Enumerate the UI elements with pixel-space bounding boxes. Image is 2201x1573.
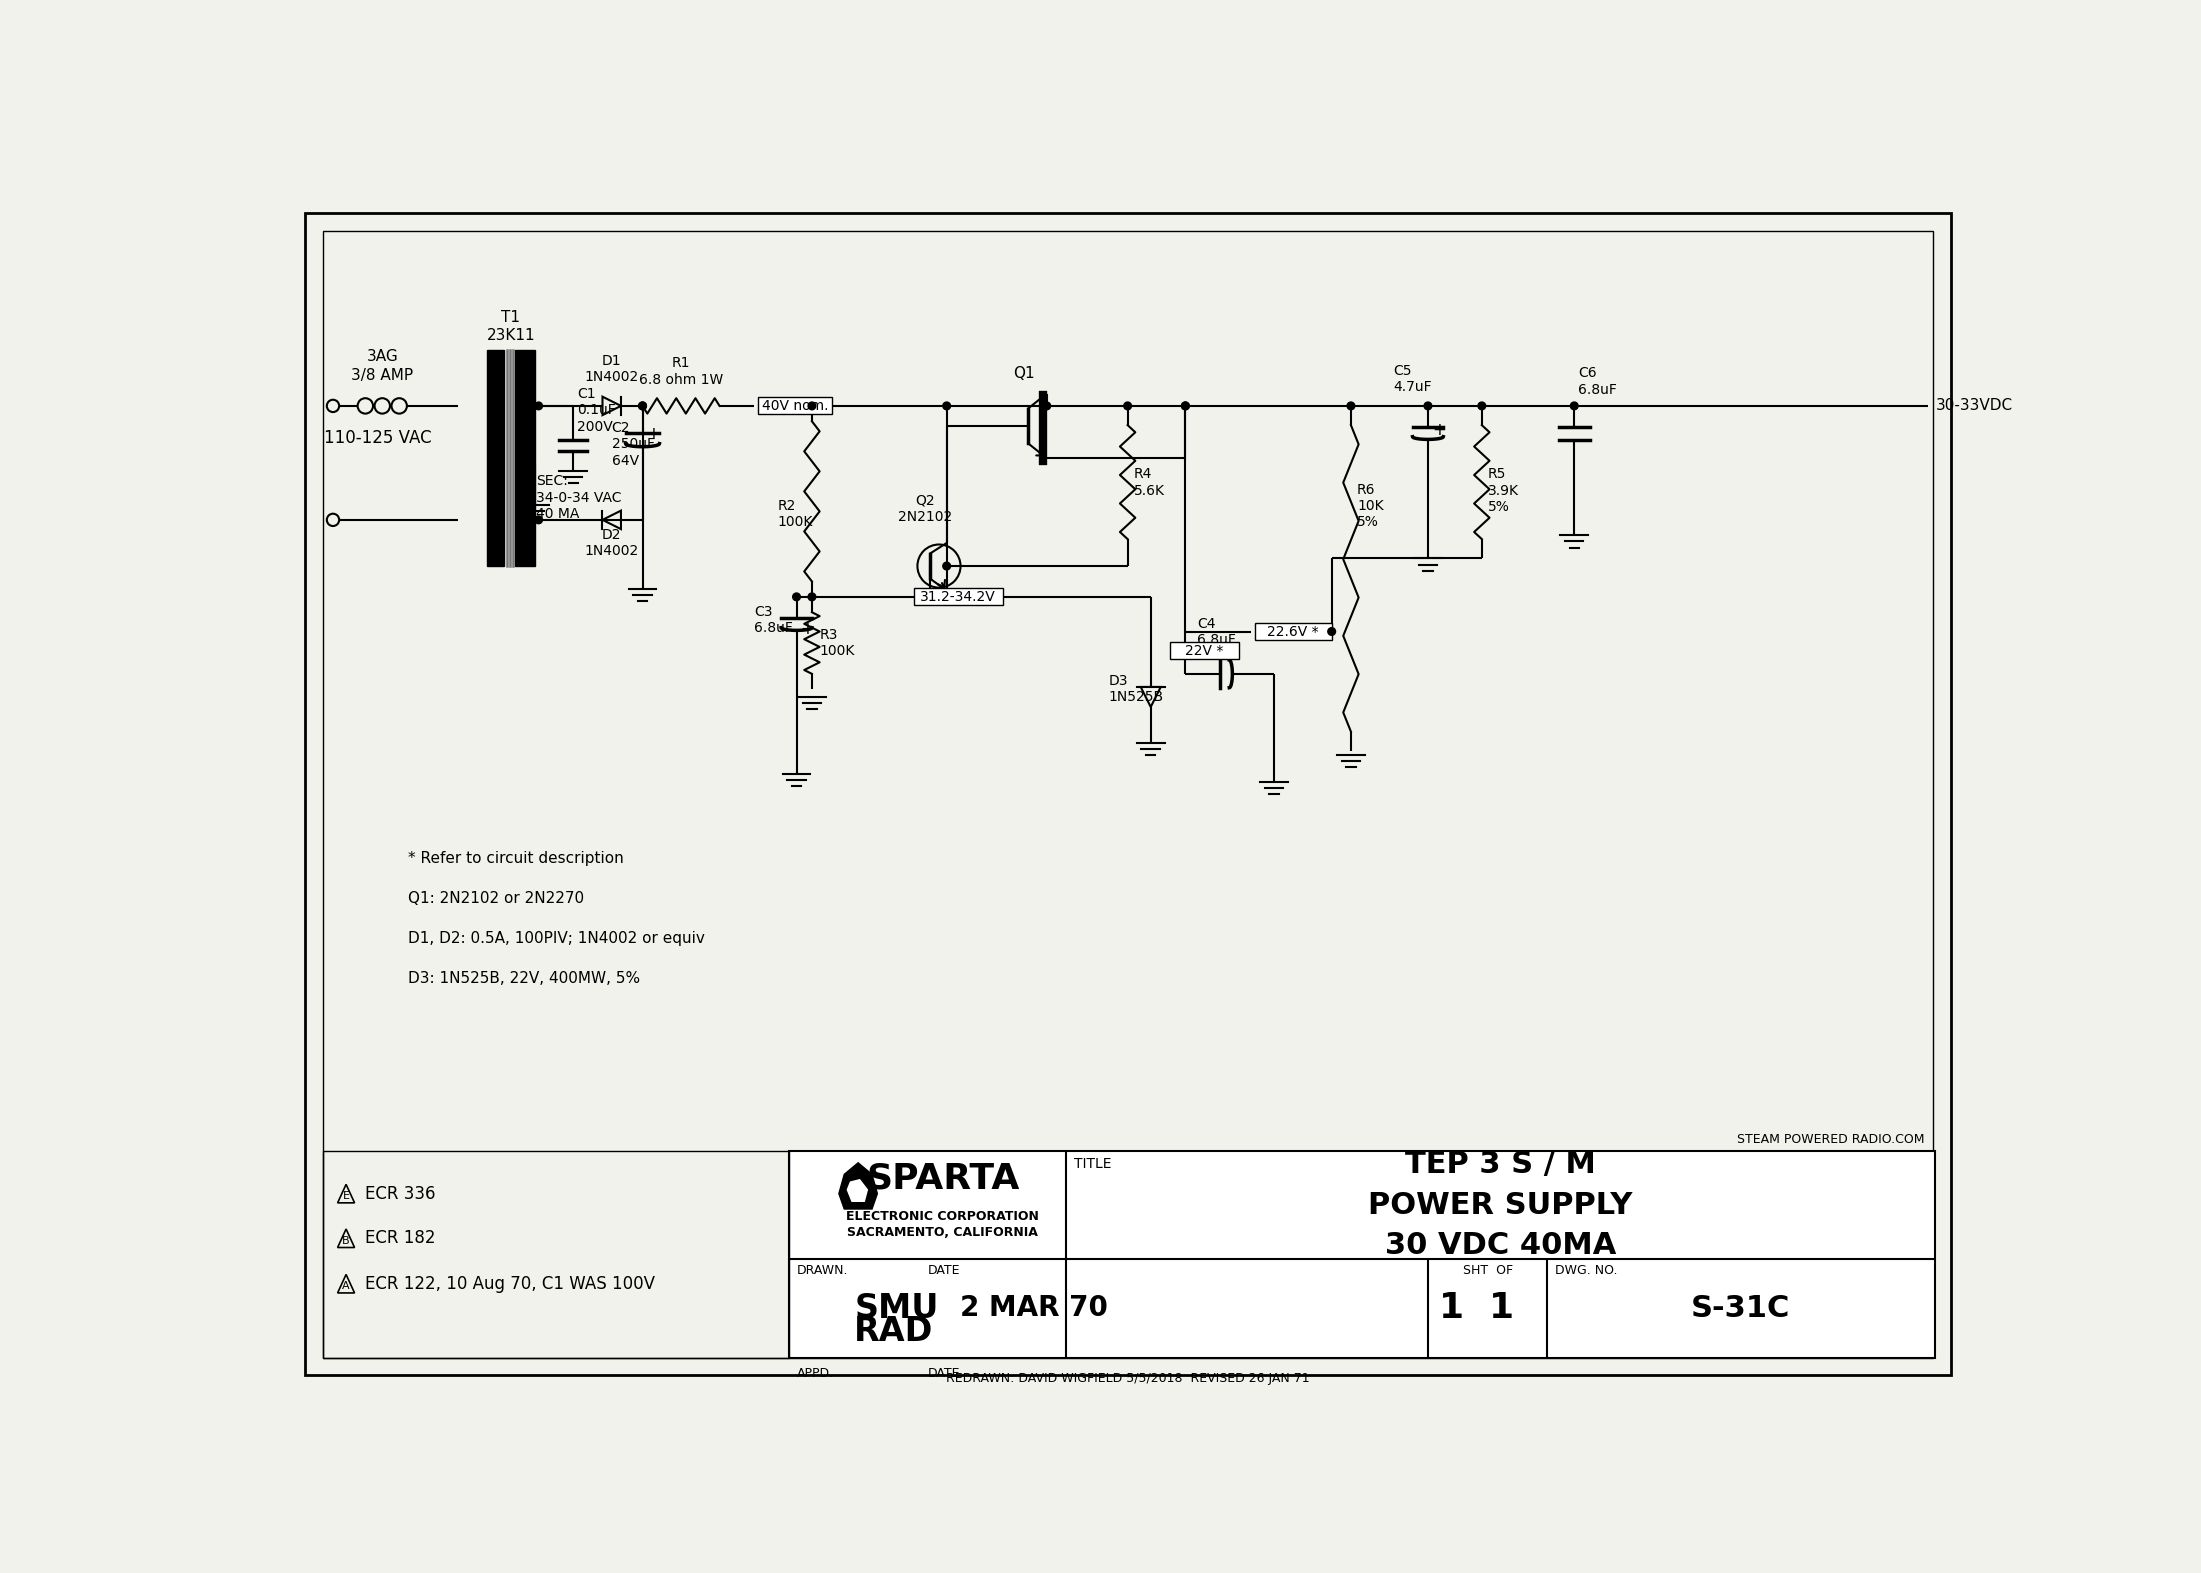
Circle shape	[535, 516, 541, 524]
Polygon shape	[847, 1180, 867, 1202]
Text: D1, D2: 0.5A, 100PIV; 1N4002 or equiv: D1, D2: 0.5A, 100PIV; 1N4002 or equiv	[407, 931, 704, 945]
Circle shape	[808, 403, 817, 409]
Circle shape	[1182, 403, 1189, 409]
Text: D2
1N4002: D2 1N4002	[585, 527, 638, 558]
Text: 22.6V *: 22.6V *	[1268, 624, 1318, 639]
Text: 110-125 VAC: 110-125 VAC	[324, 429, 431, 447]
Text: Q2
2N2102: Q2 2N2102	[898, 494, 953, 524]
Text: B: B	[343, 1235, 350, 1246]
Text: SHT  OF: SHT OF	[1461, 1263, 1512, 1277]
Circle shape	[1182, 403, 1189, 409]
Text: REDRAWN: DAVID WIGFIELD 5/5/2018  REVISED 26 JAN 71: REDRAWN: DAVID WIGFIELD 5/5/2018 REVISED…	[946, 1372, 1310, 1384]
Circle shape	[1347, 403, 1356, 409]
Text: D1
1N4002: D1 1N4002	[585, 354, 638, 384]
Text: 31.2-34.2V: 31.2-34.2V	[920, 590, 997, 604]
Text: 40V nom.: 40V nom.	[762, 400, 828, 412]
Text: C4
6.8uF: C4 6.8uF	[1197, 617, 1235, 647]
Text: Q1: 2N2102 or 2N2270: Q1: 2N2102 or 2N2270	[407, 890, 583, 906]
Circle shape	[808, 593, 817, 601]
FancyBboxPatch shape	[913, 588, 1001, 606]
Text: RAD: RAD	[854, 1315, 933, 1348]
Text: R3
100K: R3 100K	[819, 628, 854, 658]
Text: C3
6.8uF: C3 6.8uF	[755, 604, 792, 635]
Text: SACRAMENTO, CALIFORNIA: SACRAMENTO, CALIFORNIA	[847, 1225, 1039, 1238]
Text: DATE: DATE	[927, 1263, 960, 1277]
Circle shape	[1479, 403, 1486, 409]
Bar	[324, 1151, 788, 1357]
Bar	[515, 351, 535, 566]
Text: R5
3.9K
5%: R5 3.9K 5%	[1488, 467, 1519, 514]
Text: ELECTRONIC CORPORATION: ELECTRONIC CORPORATION	[847, 1210, 1039, 1224]
Text: ECR 182: ECR 182	[365, 1229, 436, 1247]
Text: S-31C: S-31C	[1690, 1295, 1792, 1323]
Text: R2
100K: R2 100K	[777, 499, 812, 529]
Text: 22V *: 22V *	[1186, 643, 1224, 658]
Text: * Refer to circuit description: * Refer to circuit description	[407, 851, 623, 867]
Circle shape	[1569, 403, 1578, 409]
Text: 3AG
3/8 AMP: 3AG 3/8 AMP	[352, 349, 414, 382]
Text: D3
1N525B: D3 1N525B	[1109, 673, 1164, 705]
Text: ECR 336: ECR 336	[365, 1184, 436, 1203]
Circle shape	[1043, 403, 1050, 409]
Text: DATE.: DATE.	[927, 1367, 964, 1380]
Text: +: +	[1433, 422, 1446, 439]
Circle shape	[638, 403, 647, 409]
Text: TITLE: TITLE	[1074, 1158, 1112, 1172]
Circle shape	[792, 593, 801, 601]
FancyBboxPatch shape	[1171, 642, 1239, 659]
Text: C2
250uF
64V: C2 250uF 64V	[612, 422, 654, 467]
Text: R4
5.6K: R4 5.6K	[1134, 467, 1164, 497]
Text: APPD.: APPD.	[797, 1367, 834, 1380]
Text: SMU: SMU	[854, 1291, 940, 1324]
Text: 1: 1	[1439, 1291, 1464, 1326]
Text: 2 MAR 70: 2 MAR 70	[960, 1295, 1107, 1323]
Text: TEP 3 S / M
POWER SUPPLY
30 VDC 40MA: TEP 3 S / M POWER SUPPLY 30 VDC 40MA	[1369, 1150, 1633, 1260]
Text: E: E	[343, 1191, 350, 1200]
Text: SPARTA: SPARTA	[867, 1161, 1019, 1195]
Text: R1
6.8 ohm 1W: R1 6.8 ohm 1W	[638, 357, 724, 387]
Circle shape	[1125, 403, 1131, 409]
Bar	[788, 1151, 1935, 1357]
Text: Q1: Q1	[1012, 367, 1034, 381]
Text: C6
6.8uF: C6 6.8uF	[1578, 367, 1618, 396]
Text: C5
4.7uF: C5 4.7uF	[1393, 365, 1433, 395]
Text: 1: 1	[1488, 1291, 1514, 1326]
Text: R6
10K
5%: R6 10K 5%	[1358, 483, 1384, 529]
Text: SEC:
34-0-34 VAC
40 MA: SEC: 34-0-34 VAC 40 MA	[537, 475, 621, 521]
Circle shape	[942, 562, 951, 569]
Text: A: A	[343, 1280, 350, 1291]
Text: +: +	[801, 620, 814, 639]
Text: +: +	[1213, 640, 1226, 659]
Text: T1
23K11: T1 23K11	[486, 310, 535, 343]
Text: DWG. NO.: DWG. NO.	[1554, 1263, 1618, 1277]
Circle shape	[1327, 628, 1336, 635]
Circle shape	[638, 403, 647, 409]
FancyBboxPatch shape	[759, 398, 832, 414]
Text: C1
0.1uF
200V: C1 0.1uF 200V	[577, 387, 616, 434]
Circle shape	[535, 403, 541, 409]
FancyBboxPatch shape	[1255, 623, 1332, 640]
Text: DRAWN.: DRAWN.	[797, 1263, 847, 1277]
Text: D3: 1N525B, 22V, 400MW, 5%: D3: 1N525B, 22V, 400MW, 5%	[407, 971, 640, 986]
Circle shape	[942, 403, 951, 409]
Bar	[486, 351, 504, 566]
Text: 30-33VDC: 30-33VDC	[1937, 398, 2014, 414]
Polygon shape	[839, 1162, 878, 1210]
Text: +: +	[647, 425, 660, 444]
Text: STEAM POWERED RADIO.COM: STEAM POWERED RADIO.COM	[1737, 1133, 1924, 1147]
Text: ECR 122, 10 Aug 70, C1 WAS 100V: ECR 122, 10 Aug 70, C1 WAS 100V	[365, 1274, 656, 1293]
Circle shape	[1424, 403, 1433, 409]
